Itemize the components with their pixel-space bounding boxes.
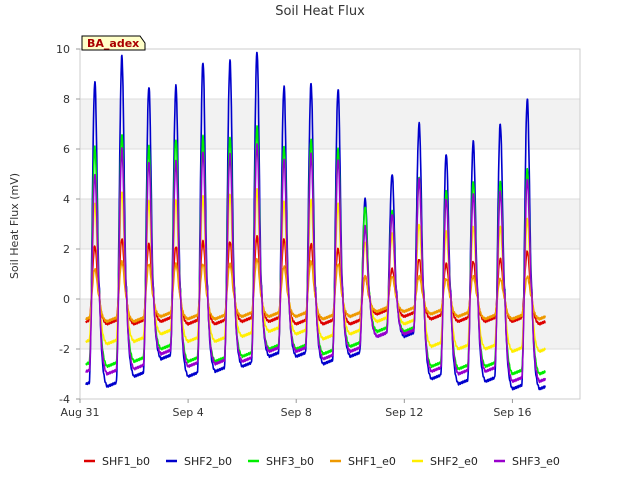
y-tick-label: 4 bbox=[63, 193, 70, 206]
x-tick-label: Sep 8 bbox=[281, 406, 312, 419]
series-line-shf3-e0 bbox=[85, 143, 547, 384]
x-tick-label: Sep 4 bbox=[172, 406, 203, 419]
x-axis-ticks: Aug 31 Sep 4 Sep 8 Sep 12 Sep 16 bbox=[61, 399, 532, 419]
site-label-box: BA_adex bbox=[81, 35, 146, 51]
y-tick-label: 2 bbox=[63, 243, 70, 256]
legend-label-shf2-e0: SHF2_e0 bbox=[430, 455, 478, 468]
y-axis-ticks: -4 -2 0 2 4 6 8 10 bbox=[56, 43, 80, 406]
x-tick-label: Sep 12 bbox=[385, 406, 423, 419]
legend-label-shf3-b0: SHF3_b0 bbox=[266, 455, 314, 468]
plot-area-frame bbox=[79, 48, 581, 400]
x-tick-label: Sep 16 bbox=[493, 406, 531, 419]
y-tick-label: 8 bbox=[63, 93, 70, 106]
y-tick-label: 10 bbox=[56, 43, 70, 56]
y-tick-label: -2 bbox=[59, 343, 70, 356]
legend-label-shf1-e0: SHF1_e0 bbox=[348, 455, 396, 468]
legend-label-shf1-b0: SHF1_b0 bbox=[102, 455, 150, 468]
y-tick-label: 0 bbox=[63, 293, 70, 306]
band-1 bbox=[80, 199, 580, 249]
site-label-background bbox=[81, 35, 146, 51]
x-tick-label: Aug 31 bbox=[61, 406, 100, 419]
y-tick-label: 6 bbox=[63, 143, 70, 156]
legend: SHF1_b0 SHF2_b0 SHF3_b0 SHF1_e0 SHF2_e0 SHF3_… bbox=[84, 455, 560, 468]
y-tick-label: -4 bbox=[59, 393, 70, 406]
legend-label-shf3-e0: SHF3_e0 bbox=[512, 455, 560, 468]
legend-label-shf2-b0: SHF2_b0 bbox=[184, 455, 232, 468]
y-axis-title: Soil Heat Flux (mV) bbox=[8, 173, 21, 279]
band-2 bbox=[80, 99, 580, 149]
series-lines bbox=[85, 51, 547, 391]
chart-title: Soil Heat Flux bbox=[275, 4, 365, 19]
site-label: BA_adex bbox=[87, 37, 139, 50]
